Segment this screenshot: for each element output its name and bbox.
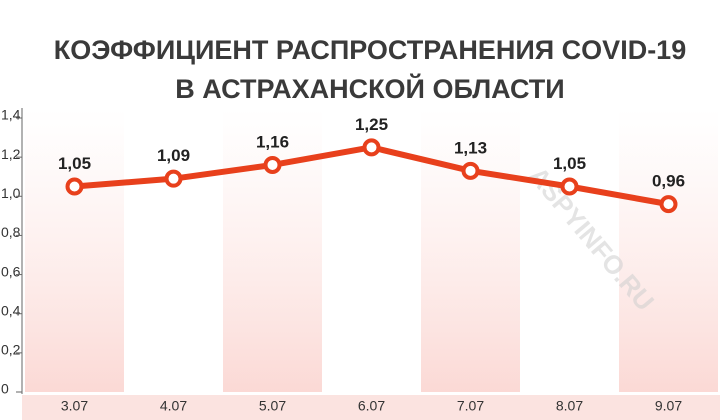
column-bands bbox=[25, 108, 718, 392]
point bbox=[560, 177, 579, 196]
point bbox=[263, 155, 282, 174]
x-tick-label: 5.07 bbox=[259, 398, 286, 414]
chart-title: В АСТРАХАНСКОЙ ОБЛАСТИ bbox=[175, 73, 564, 104]
y-tick-label: 1,2 bbox=[1, 146, 21, 162]
x-tick-label: 6.07 bbox=[358, 398, 385, 414]
x-tick-label: 8.07 bbox=[556, 398, 583, 414]
value-label: 0,96 bbox=[652, 172, 685, 191]
y-tick-label: 0 bbox=[1, 381, 9, 397]
value-label: 1,13 bbox=[454, 138, 487, 157]
y-tick-label: 1,0 bbox=[1, 185, 21, 201]
value-label: 1,05 bbox=[58, 154, 91, 173]
column-band bbox=[25, 108, 124, 392]
point bbox=[164, 169, 183, 188]
column-band bbox=[421, 108, 520, 392]
value-label: 1,16 bbox=[256, 132, 289, 151]
y-tick-label: 0,6 bbox=[1, 263, 21, 279]
x-tick-label: 4.07 bbox=[160, 398, 187, 414]
value-label: 1,05 bbox=[553, 154, 586, 173]
x-tick-label: 3.07 bbox=[61, 398, 88, 414]
point bbox=[659, 195, 678, 214]
point bbox=[362, 138, 381, 157]
x-tick-label: 9.07 bbox=[655, 398, 682, 414]
value-label: 1,09 bbox=[157, 146, 190, 165]
column-band bbox=[619, 108, 718, 392]
y-tick-label: 1,4 bbox=[1, 107, 21, 123]
chart-title: КОЭФФИЦИЕНТ РАСПРОСТРАНЕНИЯ COVID-19 bbox=[54, 35, 686, 65]
point bbox=[65, 177, 84, 196]
value-label: 1,25 bbox=[355, 115, 388, 134]
point bbox=[461, 161, 480, 180]
y-tick-label: 0,8 bbox=[1, 224, 21, 240]
column-band bbox=[223, 108, 322, 392]
x-tick-label: 7.07 bbox=[457, 398, 484, 414]
y-tick-label: 0,4 bbox=[1, 302, 21, 318]
y-tick-label: 0,2 bbox=[1, 342, 21, 358]
x-axis-strip bbox=[22, 395, 720, 420]
